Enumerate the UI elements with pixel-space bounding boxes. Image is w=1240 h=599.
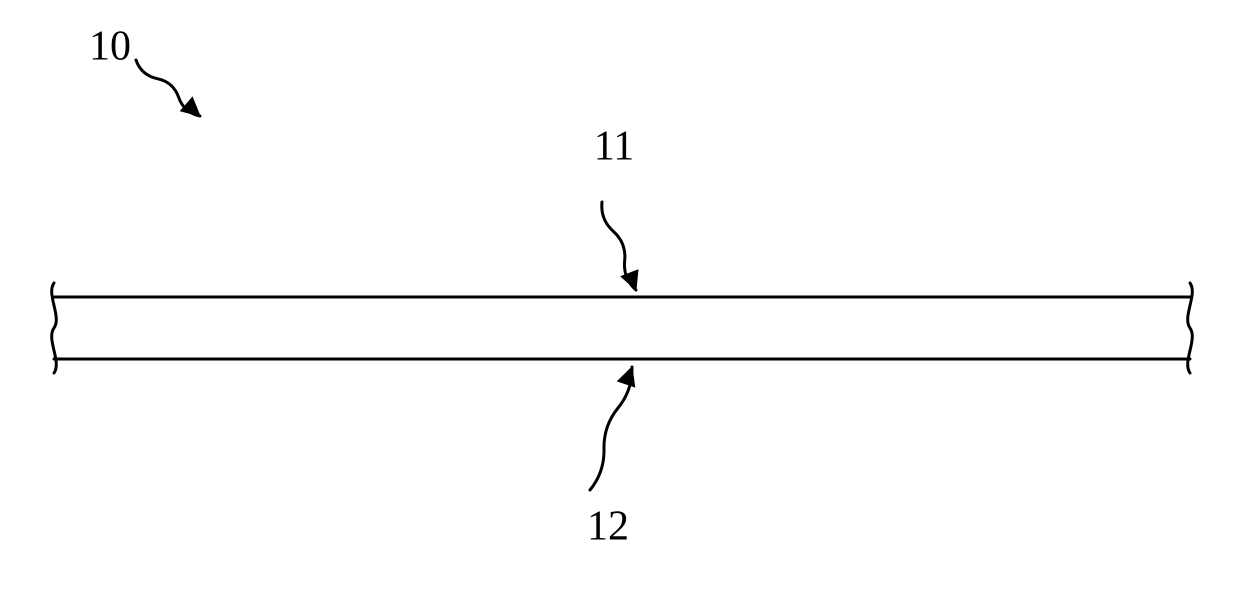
- cross-section-diagram: 10 11 12: [0, 0, 1240, 599]
- callout-label-top-surface: 11: [594, 124, 634, 170]
- callout-label-assembly: 10: [89, 24, 131, 70]
- callout-label-bottom-surface: 12: [587, 504, 629, 550]
